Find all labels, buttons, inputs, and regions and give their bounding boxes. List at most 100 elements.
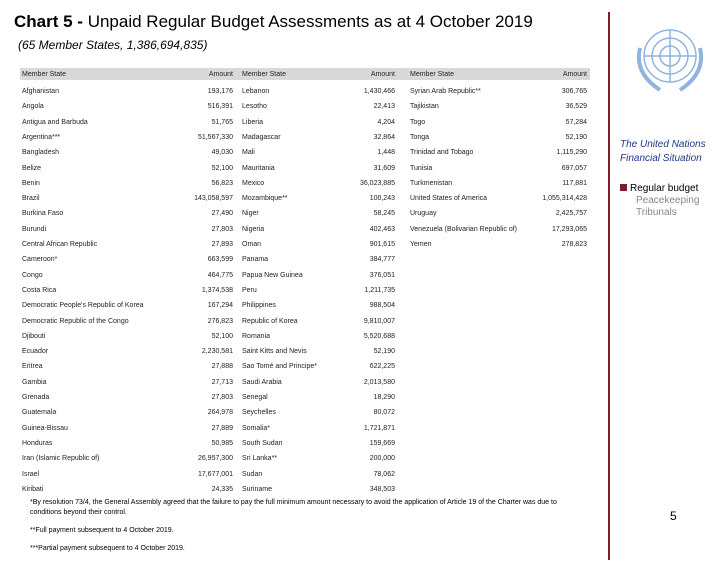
member-state: Sri Lanka** bbox=[242, 455, 278, 463]
sidebar-title: The United Nations Financial Situation bbox=[620, 139, 706, 164]
amount: 18,290 bbox=[373, 394, 395, 401]
amount: 78,062 bbox=[373, 470, 395, 478]
divider bbox=[608, 12, 610, 560]
amount: 52,100 bbox=[211, 332, 233, 340]
amount: 52,190 bbox=[565, 133, 587, 141]
member-state: Suriname bbox=[242, 485, 272, 493]
amount: 2,013,580 bbox=[363, 378, 395, 386]
subtitle: (65 Member States, 1,386,694,835) bbox=[18, 38, 208, 52]
member-state: Eritrea bbox=[22, 363, 43, 371]
member-state: Iran (Islamic Republic of) bbox=[22, 455, 100, 463]
amount: 988,504 bbox=[369, 302, 395, 310]
amount: 17,677,001 bbox=[197, 470, 233, 478]
amount: 306,765 bbox=[561, 88, 587, 95]
member-state: Syrian Arab Republic** bbox=[410, 88, 481, 95]
sidebar-nav: Regular budget Peacekeeping Tribunals bbox=[620, 183, 699, 219]
member-state: Niger bbox=[242, 210, 259, 218]
amount: 1,055,314,428 bbox=[542, 195, 587, 203]
amount: 464,775 bbox=[207, 271, 233, 279]
amount: 80,072 bbox=[373, 409, 395, 417]
amount: 36,529 bbox=[565, 103, 587, 111]
amount: 402,463 bbox=[369, 225, 395, 233]
amount: 36,023,885 bbox=[359, 179, 395, 187]
member-state: Democratic People's Republic of Korea bbox=[22, 302, 144, 310]
member-state: Belize bbox=[22, 164, 42, 172]
amount: 697,057 bbox=[561, 164, 587, 172]
member-state: Guatemala bbox=[22, 409, 57, 417]
amount: 27,713 bbox=[211, 378, 233, 386]
footnote: ***Partial payment subsequent to 4 Octob… bbox=[30, 545, 185, 552]
amount: 100,243 bbox=[369, 195, 395, 203]
amount: 27,803 bbox=[211, 225, 233, 233]
member-state: Tajikistan bbox=[410, 103, 439, 111]
member-state: Democratic Republic of the Congo bbox=[22, 317, 129, 325]
amount: 901,615 bbox=[369, 241, 395, 248]
member-state: Somalia* bbox=[242, 424, 271, 432]
amount: 2,425,757 bbox=[555, 210, 587, 218]
member-state: Angola bbox=[22, 103, 44, 111]
nav-item[interactable]: Regular budget bbox=[620, 183, 699, 195]
amount: 1,430,466 bbox=[363, 88, 395, 95]
amount: 27,893 bbox=[211, 241, 233, 248]
member-state: Republic of Korea bbox=[242, 317, 298, 325]
amount: 31,609 bbox=[373, 164, 395, 172]
member-state: Honduras bbox=[22, 439, 53, 447]
member-state: Tonga bbox=[410, 133, 430, 141]
member-state: Togo bbox=[410, 118, 426, 126]
member-state: United States of America bbox=[410, 195, 488, 203]
member-state: Cameroon* bbox=[22, 256, 58, 264]
amount: 1,374,538 bbox=[201, 286, 233, 294]
amount: 200,000 bbox=[369, 455, 395, 463]
amount: 384,777 bbox=[369, 256, 395, 264]
amount: 24,335 bbox=[211, 485, 233, 493]
member-state: Saint Kitts and Nevis bbox=[242, 348, 307, 356]
column-header: Member State bbox=[410, 71, 454, 78]
un-logo bbox=[637, 29, 703, 92]
member-state: Yemen bbox=[410, 241, 432, 248]
member-state: Djibouti bbox=[22, 332, 46, 340]
amount: 622,225 bbox=[369, 363, 395, 371]
amount: 27,888 bbox=[211, 363, 233, 371]
member-state: Afghanistan bbox=[22, 88, 59, 95]
amount: 51,765 bbox=[211, 118, 233, 126]
amount: 26,957,300 bbox=[197, 455, 233, 463]
member-state: Oman bbox=[242, 241, 262, 248]
amount: 58,245 bbox=[373, 210, 395, 218]
amount: 27,889 bbox=[211, 424, 233, 432]
amount: 32,864 bbox=[373, 133, 395, 141]
member-state: Ecuador bbox=[22, 348, 49, 356]
member-state: Papua New Guinea bbox=[242, 271, 303, 279]
member-state: Saudi Arabia bbox=[242, 378, 282, 386]
column-header: Amount bbox=[370, 71, 395, 78]
amount: 376,051 bbox=[369, 271, 395, 279]
nav-item[interactable]: Peacekeeping bbox=[636, 195, 700, 206]
nav-label[interactable]: Regular budget bbox=[630, 183, 699, 194]
amount: 159,669 bbox=[369, 439, 395, 447]
member-state: Nigeria bbox=[242, 225, 265, 233]
member-state: Uruguay bbox=[410, 210, 437, 218]
member-state: Brazil bbox=[22, 195, 40, 203]
amount: 2,230,581 bbox=[201, 348, 233, 356]
amount: 1,115,290 bbox=[556, 149, 587, 157]
member-state: Burkina Faso bbox=[22, 210, 64, 218]
member-state: Madagascar bbox=[242, 133, 281, 141]
amount: 56,823 bbox=[211, 179, 233, 187]
nav-item[interactable]: Tribunals bbox=[636, 207, 677, 218]
column-header: Member State bbox=[242, 71, 286, 78]
amount: 193,176 bbox=[207, 88, 233, 95]
member-state: Congo bbox=[22, 271, 43, 279]
member-state: Benin bbox=[22, 179, 40, 187]
amount: 50,985 bbox=[211, 439, 233, 447]
column-header: Member State bbox=[22, 71, 66, 78]
member-state: Peru bbox=[242, 286, 257, 294]
amount: 27,490 bbox=[211, 210, 233, 218]
amount: 57,284 bbox=[565, 118, 587, 126]
amount: 143,058,597 bbox=[194, 195, 233, 203]
member-state: Argentina*** bbox=[22, 133, 61, 141]
member-state: Tunisia bbox=[410, 164, 433, 172]
member-state: Mauritania bbox=[242, 164, 275, 172]
amount: 1,448 bbox=[377, 149, 395, 157]
member-state: Lebanon bbox=[242, 88, 270, 95]
page-number: 5 bbox=[670, 509, 677, 523]
